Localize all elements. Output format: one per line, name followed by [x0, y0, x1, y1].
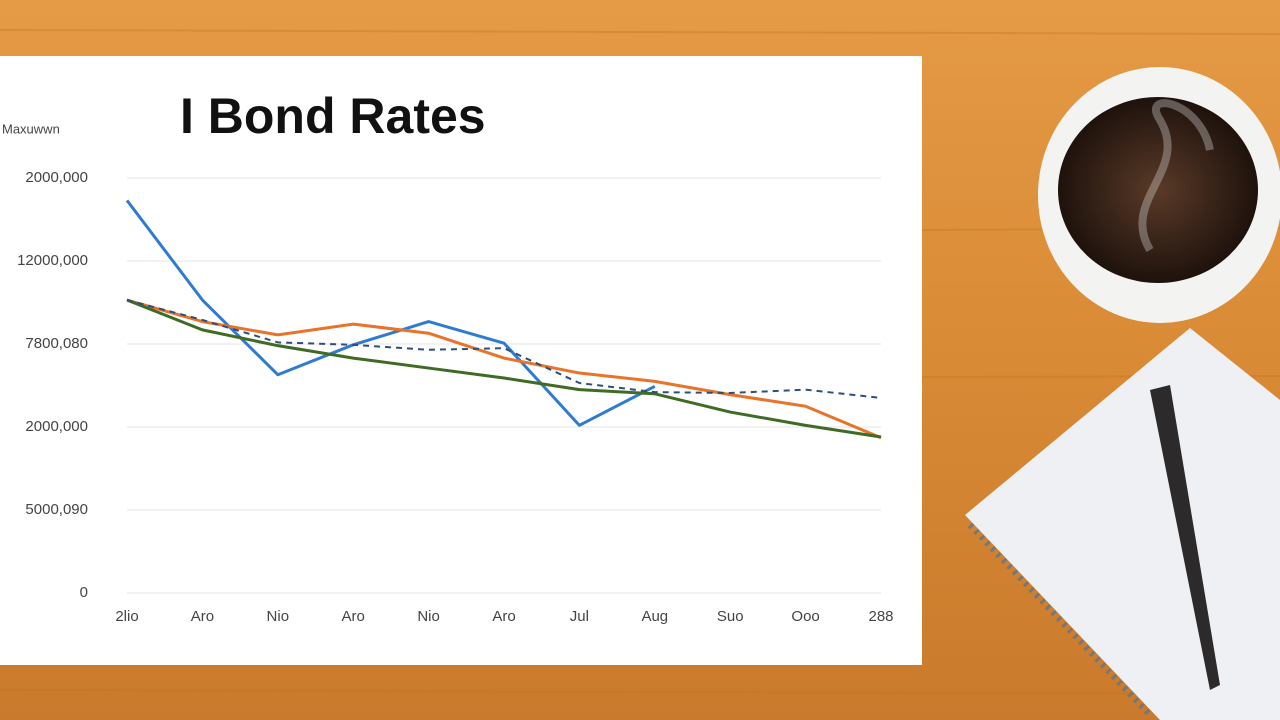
- y-tick-label: 12000,000: [17, 252, 88, 269]
- x-tick-label: Suo: [717, 608, 744, 625]
- series-line: [126, 298, 882, 440]
- y-tick-label: 2000,000: [25, 418, 88, 435]
- y-tick-label: 0: [80, 584, 88, 601]
- y-tick-label: 2000,000: [25, 169, 88, 186]
- paper: [0, 56, 922, 665]
- plot: 0 5000,090 2000,000 7800,080 12000,000 2000,0…: [17, 169, 893, 625]
- series-line: [126, 298, 882, 439]
- coffee-cup: [1038, 67, 1280, 323]
- x-tick-label: Aro: [342, 608, 365, 625]
- x-tick-label: Aug: [641, 608, 668, 625]
- x-tick-label: 2lio: [115, 608, 138, 625]
- y-tick-label: 5000,090: [25, 501, 88, 518]
- series-line: [126, 299, 882, 399]
- x-tick-label: Nio: [417, 608, 440, 625]
- chart-title: I Bond Rates: [180, 88, 486, 144]
- y-tick-label: 7800,080: [25, 335, 88, 352]
- notebook: [965, 328, 1280, 720]
- x-tick-label: Aro: [492, 608, 515, 625]
- series-line: [125, 199, 656, 427]
- x-tick-label: Jul: [570, 608, 589, 625]
- x-tick-label: Aro: [191, 608, 214, 625]
- x-tick-label: Ooo: [791, 608, 819, 625]
- y-axis-label: Maxuwwn: [2, 121, 60, 136]
- x-tick-label: Nio: [267, 608, 290, 625]
- x-tick-label: 288: [868, 608, 893, 625]
